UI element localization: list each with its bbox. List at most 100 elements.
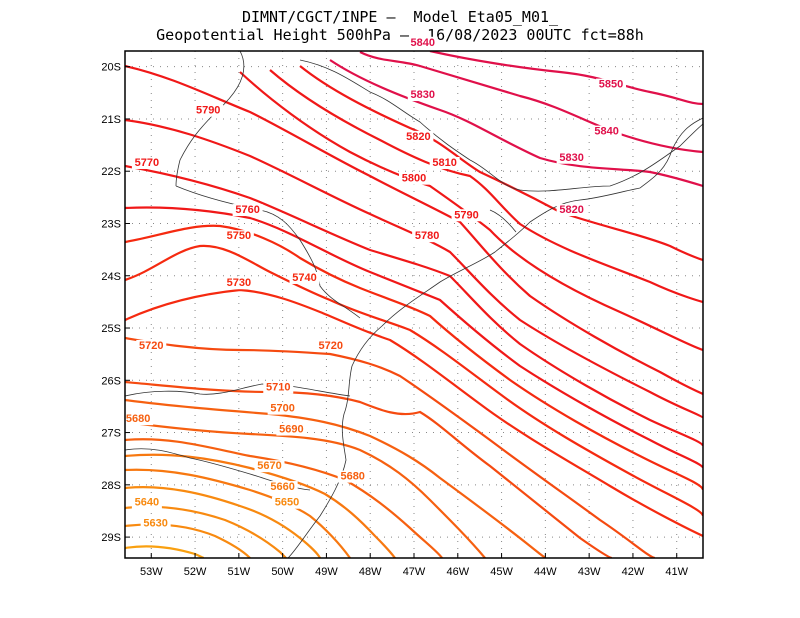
contour-5710 — [125, 380, 613, 558]
contour-label: 5820 — [559, 204, 583, 216]
state-border-sp-pr — [175, 185, 361, 319]
contour-label-bg — [412, 230, 443, 243]
contour-5660 — [125, 468, 351, 558]
contour-5810 — [269, 69, 703, 304]
contour-label-bg — [254, 460, 285, 473]
contour-label: 5710 — [266, 382, 290, 394]
contour-5640 — [125, 505, 287, 558]
contour-label-bg — [232, 204, 263, 217]
contour-label: 5840 — [594, 126, 618, 138]
contour-label: 5820 — [406, 131, 430, 143]
contour-label-bg — [223, 277, 254, 290]
contour-label-bg — [556, 151, 587, 164]
contour-5820 — [299, 65, 703, 262]
contour-5670 — [125, 453, 396, 558]
contour-labels: 5840 5850 5830 5840 5790 5820 5830 5770 5810 5800… — [123, 36, 627, 530]
contour-label: 5750 — [227, 230, 251, 242]
contour-5650 — [125, 486, 321, 558]
contour-label-bg — [407, 89, 438, 102]
contour-label: 5700 — [270, 403, 294, 415]
contour-label: 5730 — [227, 277, 251, 289]
lon-label: 50W — [271, 566, 294, 578]
contour-5740 — [125, 244, 703, 517]
state-border-pr-sc — [125, 383, 351, 397]
contour-label-bg — [289, 271, 320, 284]
contour-lines — [125, 51, 703, 558]
lon-label: 48W — [359, 566, 382, 578]
lon-label: 51W — [228, 566, 251, 578]
lat-label: 28S — [101, 480, 121, 492]
contour-label-bg — [193, 104, 224, 117]
contour-label: 5800 — [402, 173, 426, 185]
lon-label: 47W — [403, 566, 426, 578]
chart-title-line1: DIMNT/CGCT/INPE – Model Eta05_M01_ — [241, 8, 559, 26]
axes: 20S 21S 22S 23S 24S 25S 26S 27S 28S 29S 53W 52W 51W 5… — [101, 62, 688, 578]
contour-label: 5830 — [559, 152, 583, 164]
contour-label-bg — [315, 339, 346, 352]
contour-label: 5760 — [235, 204, 259, 216]
chart-title-line2: Geopotential Height 500hPa – 16/08/2023 … — [156, 26, 644, 44]
contour-5780 — [125, 118, 703, 420]
contour-label: 5840 — [411, 37, 435, 49]
contour-5850 — [429, 51, 703, 106]
contour-label-bg — [276, 423, 307, 436]
lon-label: 41W — [665, 566, 688, 578]
lat-label: 20S — [101, 62, 121, 74]
contour-label: 5810 — [432, 157, 456, 169]
lat-label: 23S — [101, 218, 121, 230]
lat-label: 24S — [101, 271, 121, 283]
coastline-and-borders — [125, 51, 703, 558]
contour-label-bg — [131, 156, 162, 169]
contour-label: 5780 — [415, 230, 439, 242]
contour-label-bg — [267, 402, 298, 415]
lon-label: 42W — [622, 566, 645, 578]
lon-label: 52W — [184, 566, 207, 578]
lon-label: 53W — [140, 566, 163, 578]
contour-5730 — [125, 288, 703, 537]
contour-label-bg — [136, 339, 167, 352]
lat-label: 21S — [101, 114, 121, 126]
lon-label: 43W — [578, 566, 601, 578]
state-border-mg-rj — [469, 123, 703, 192]
coastline — [287, 117, 703, 558]
contour-5720 — [125, 336, 656, 558]
contour-5840 — [359, 51, 703, 154]
contour-label: 5680 — [340, 471, 364, 483]
state-border-sp-mg — [299, 59, 471, 161]
contour-label-bg — [429, 156, 460, 169]
contour-5620 — [125, 545, 205, 558]
lat-label: 25S — [101, 323, 121, 335]
lat-label: 27S — [101, 428, 121, 440]
contour-label-bg — [123, 413, 154, 426]
contour-5750 — [125, 224, 703, 491]
contour-label-bg — [223, 230, 254, 243]
contour-label: 5770 — [135, 157, 159, 169]
contour-label-bg — [591, 125, 622, 138]
contour-5770 — [125, 164, 703, 447]
contour-label-bg — [407, 36, 438, 49]
contour-label-bg — [399, 172, 429, 185]
contour-label: 5790 — [196, 105, 220, 117]
contour-label-bg — [131, 496, 162, 509]
contour-5830 — [329, 59, 703, 188]
lon-label: 49W — [315, 566, 338, 578]
contour-label: 5850 — [599, 79, 623, 91]
lon-label: 44W — [534, 566, 557, 578]
contour-label: 5720 — [139, 340, 163, 352]
contour-label: 5630 — [143, 518, 167, 530]
contour-label: 5720 — [319, 340, 343, 352]
contour-label: 5690 — [279, 424, 303, 436]
lat-label: 29S — [101, 532, 121, 544]
lon-label: 45W — [490, 566, 513, 578]
contour-label-bg — [596, 78, 627, 91]
contour-label: 5830 — [411, 89, 435, 101]
contour-label-bg — [272, 496, 303, 509]
lat-label: 22S — [101, 166, 121, 178]
contour-label-bg — [451, 209, 482, 222]
contour-label-bg — [263, 381, 294, 394]
contour-label: 5680 — [126, 413, 150, 425]
state-border-rj-sp — [489, 209, 517, 233]
contour-label: 5670 — [257, 460, 281, 472]
contour-5690 — [125, 420, 486, 558]
